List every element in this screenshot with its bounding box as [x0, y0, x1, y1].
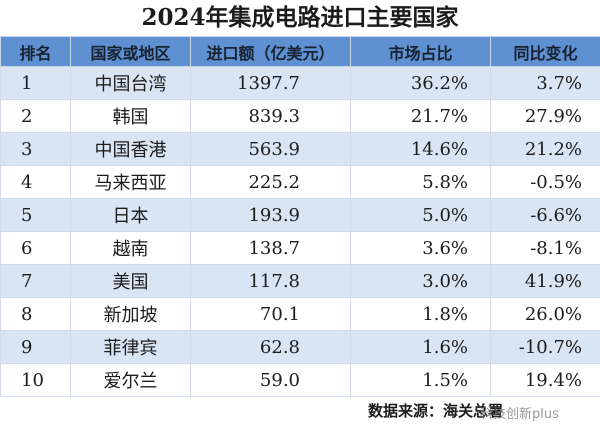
table-cell: 563.9 [190, 132, 351, 166]
table-cell: 3.7% [490, 66, 600, 100]
table-cell: 36.2% [350, 66, 491, 100]
table-cell: 21.2% [490, 132, 600, 166]
table-cell: 马来西亚 [70, 165, 191, 199]
table-cell: 3.0% [350, 264, 491, 298]
table-cell: -6.6% [490, 198, 600, 232]
table-cell: 19.4% [490, 363, 600, 397]
table-cell: 5.8% [350, 165, 491, 199]
table-cell: 21.7% [350, 99, 491, 133]
table-cell: 138.7 [190, 231, 351, 265]
table-cell: 中国香港 [70, 132, 191, 166]
table: 排名 国家或地区 进口额（亿美元） 市场占比 同比变化 1 中国台湾 1397.7 36.2%… [0, 36, 600, 397]
table-cell: 1.8% [350, 297, 491, 331]
table-cell: 225.2 [190, 165, 351, 199]
title: 2024年集成电路进口主要国家 [141, 4, 459, 31]
table-cell: 菲律宾 [70, 330, 191, 364]
table-cell: -0.5% [490, 165, 600, 199]
table-cell: 1.5% [350, 363, 491, 397]
table-cell: 3.6% [350, 231, 491, 265]
table-cell: 14.6% [350, 132, 491, 166]
table-cell: 193.9 [190, 198, 351, 232]
table-cell: 8 [0, 297, 71, 331]
column-header: 国家或地区 [70, 36, 191, 67]
table-cell: 4 [0, 165, 71, 199]
table-cell: 日本 [70, 198, 191, 232]
table-cell: 5.0% [350, 198, 491, 232]
table-cell: 1 [0, 66, 71, 100]
column-header: 同比变化 [490, 36, 600, 67]
table-cell: 新加坡 [70, 297, 191, 331]
table-cell: 41.9% [490, 264, 600, 298]
table-cell: 59.0 [190, 363, 351, 397]
table-cell: 5 [0, 198, 71, 232]
table-row: 2 韩国 839.3 21.7% 27.9% [0, 99, 600, 133]
table-cell: 117.8 [190, 264, 351, 298]
column-header: 市场占比 [350, 36, 491, 67]
watermark: 科技创新plus [480, 407, 559, 422]
table-cell: 27.9% [490, 99, 600, 133]
source-note: 数据来源：海关总署 [368, 402, 504, 420]
table-cell: 839.3 [190, 99, 351, 133]
table-body: 1 中国台湾 1397.7 36.2% 3.7% 2 韩国 839.3 21.7% 27.9% 3 中… [0, 66, 600, 397]
table-cell: 7 [0, 264, 71, 298]
table-cell: 10 [0, 363, 71, 397]
table-cell: 2 [0, 99, 71, 133]
table-cell: -8.1% [490, 231, 600, 265]
table-row: 9 菲律宾 62.8 1.6% -10.7% [0, 330, 600, 364]
table-row: 6 越南 138.7 3.6% -8.1% [0, 231, 600, 265]
table-row: 3 中国香港 563.9 14.6% 21.2% [0, 132, 600, 166]
table-cell: 越南 [70, 231, 191, 265]
header-row: 排名 国家或地区 进口额（亿美元） 市场占比 同比变化 [0, 36, 600, 67]
table-cell: 26.0% [490, 297, 600, 331]
table-cell: 中国台湾 [70, 66, 191, 100]
column-header: 进口额（亿美元） [190, 36, 351, 67]
table-cell: 70.1 [190, 297, 351, 331]
table-row: 8 新加坡 70.1 1.8% 26.0% [0, 297, 600, 331]
table-cell: 1397.7 [190, 66, 351, 100]
table-cell: 韩国 [70, 99, 191, 133]
table-cell: 9 [0, 330, 71, 364]
table-cell: 爱尔兰 [70, 363, 191, 397]
table-cell: 62.8 [190, 330, 351, 364]
table-cell: 1.6% [350, 330, 491, 364]
column-header: 排名 [0, 36, 71, 67]
table-cell: 美国 [70, 264, 191, 298]
table-cell: -10.7% [490, 330, 600, 364]
table-row: 1 中国台湾 1397.7 36.2% 3.7% [0, 66, 600, 100]
table-row: 7 美国 117.8 3.0% 41.9% [0, 264, 600, 298]
table-cell: 3 [0, 132, 71, 166]
table-cell: 6 [0, 231, 71, 265]
table-row: 10 爱尔兰 59.0 1.5% 19.4% [0, 363, 600, 397]
table-row: 4 马来西亚 225.2 5.8% -0.5% [0, 165, 600, 199]
table-row: 5 日本 193.9 5.0% -6.6% [0, 198, 600, 232]
